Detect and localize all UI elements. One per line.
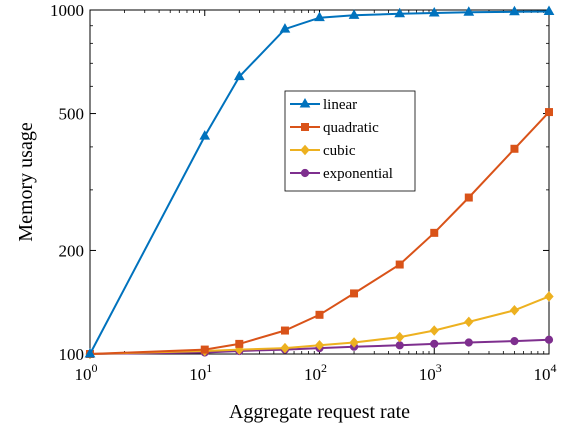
x-tick-label: 104	[534, 361, 557, 384]
data-point-cubic	[464, 316, 474, 328]
legend-entry-cubic: cubic	[290, 143, 356, 159]
data-point-quadratic	[235, 339, 244, 348]
y-axis-title: Memory usage	[15, 122, 37, 242]
y-tick-label: 100	[59, 345, 85, 364]
x-tick-label: 102	[304, 361, 327, 384]
data-point-linear	[233, 70, 245, 81]
legend-entry-linear: linear	[290, 97, 357, 113]
data-point-cubic	[395, 331, 405, 343]
axis-ticks: 100 101 102 103 104 100 200 500 1000	[50, 1, 557, 384]
data-point-quadratic	[430, 228, 439, 237]
data-point-exponential	[510, 337, 519, 346]
data-point-exponential	[544, 335, 554, 344]
series-linear	[84, 5, 555, 358]
data-point-cubic	[544, 291, 554, 302]
x-axis-title: Aggregate request rate	[229, 401, 410, 423]
data-point-linear	[428, 6, 440, 17]
data-point-linear	[509, 5, 520, 16]
data-point-cubic	[509, 305, 520, 316]
data-point-quadratic	[350, 289, 359, 298]
legend-entry-quadratic: quadratic	[290, 120, 379, 136]
x-tick-label: 101	[189, 361, 212, 384]
legend-marker	[300, 168, 310, 178]
data-point-quadratic	[464, 193, 473, 202]
legend-label: exponential	[323, 166, 393, 182]
legend-marker	[301, 123, 309, 131]
data-point-quadratic	[510, 144, 519, 153]
legend-marker	[300, 144, 310, 156]
data-point-linear	[199, 130, 211, 140]
y-tick-label: 200	[59, 241, 85, 260]
legend: linear quadratic cubic exponential	[284, 90, 416, 192]
data-point-linear	[279, 23, 291, 33]
data-point-linear	[543, 5, 555, 16]
series-quadratic	[86, 108, 553, 358]
data-point-quadratic	[395, 260, 404, 269]
y-tick-label: 1000	[50, 1, 84, 20]
data-point-linear	[84, 347, 96, 358]
legend-marker	[299, 97, 311, 108]
data-point-quadratic	[315, 310, 324, 319]
legend-label: cubic	[323, 143, 356, 159]
data-point-linear	[314, 11, 325, 22]
data-point-cubic	[349, 337, 359, 348]
y-tick-label: 500	[59, 105, 85, 124]
data-point-exponential	[464, 338, 473, 347]
data-point-exponential	[395, 341, 404, 350]
legend-label: linear	[323, 97, 357, 113]
legend-entry-exponential: exponential	[290, 166, 393, 182]
x-tick-label: 100	[75, 361, 98, 384]
data-point-exponential	[430, 339, 439, 348]
data-point-cubic	[280, 342, 290, 354]
legend-label: quadratic	[323, 120, 379, 136]
data-point-linear	[463, 6, 475, 16]
data-point-cubic	[429, 325, 439, 336]
data-point-quadratic	[280, 326, 289, 335]
series-layer	[84, 5, 555, 360]
data-point-linear	[348, 9, 360, 19]
data-point-quadratic	[545, 108, 553, 117]
data-point-linear	[394, 7, 406, 18]
x-tick-label: 103	[419, 361, 442, 384]
data-point-cubic	[314, 340, 325, 351]
data-point-quadratic	[200, 345, 209, 354]
series-cubic	[85, 291, 554, 360]
